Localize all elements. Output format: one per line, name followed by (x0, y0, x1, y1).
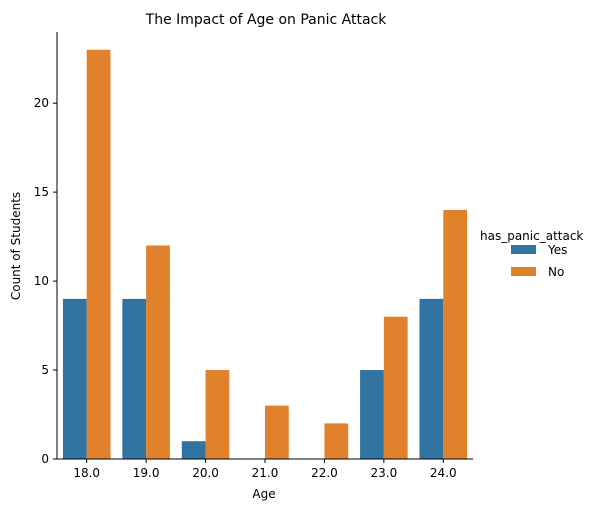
bar-no-19_0 (146, 245, 170, 459)
y-tick-label: 20 (34, 96, 49, 110)
bar-yes-23_0 (360, 370, 384, 459)
x-axis-label: Age (252, 487, 275, 501)
bar-yes-20_0 (181, 441, 206, 459)
bar-yes-24_0 (419, 298, 444, 460)
bar-no-22_0 (324, 423, 349, 459)
legend-label-no: No (548, 265, 564, 279)
bar-no-24_0 (443, 209, 468, 459)
y-axis-label: Count of Students (9, 192, 23, 300)
y-tick-label: 15 (34, 185, 49, 199)
bar-no-23_0 (383, 316, 408, 459)
x-tick-label: 22.0 (311, 466, 338, 480)
legend: has_panic_attack Yes No (480, 229, 583, 279)
bar-no-18_0 (86, 49, 111, 459)
x-axis: 18.0 19.0 20.0 21.0 22.0 23.0 24.0 (57, 458, 473, 480)
x-tick-label: 24.0 (430, 466, 457, 480)
bar-yes-19_0 (122, 298, 147, 460)
plot-bars (62, 49, 468, 460)
legend-swatch-yes (511, 245, 536, 254)
x-tick-label: 19.0 (133, 466, 160, 480)
bar-no-20_0 (205, 370, 230, 459)
bar-no-21_0 (265, 405, 289, 460)
x-tick-label: 18.0 (73, 466, 100, 480)
legend-label-yes: Yes (547, 243, 567, 257)
x-tick-label: 20.0 (192, 466, 219, 480)
y-tick-label: 5 (41, 363, 49, 377)
y-tick-label: 0 (41, 452, 49, 466)
y-axis: 0 5 10 15 20 (34, 32, 58, 466)
x-tick-label: 23.0 (370, 466, 397, 480)
y-tick-label: 10 (34, 274, 49, 288)
legend-title: has_panic_attack (480, 229, 583, 243)
x-tick-label: 21.0 (252, 466, 279, 480)
legend-items: Yes No (511, 243, 567, 279)
bar-yes-18_0 (62, 298, 87, 460)
chart-title: The Impact of Age on Panic Attack (145, 12, 388, 28)
legend-swatch-no (511, 267, 536, 276)
